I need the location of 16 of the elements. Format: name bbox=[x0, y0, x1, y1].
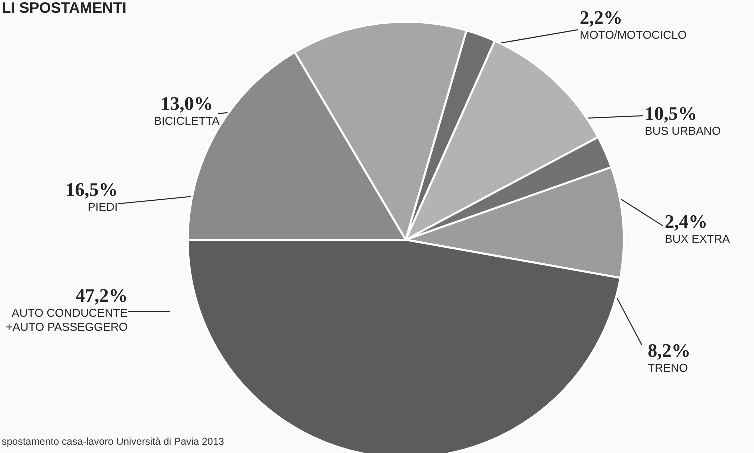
data-label: 16,5% bbox=[66, 180, 118, 201]
slice-label: BICICLETTA bbox=[154, 116, 220, 128]
data-label: 13,0% bbox=[160, 94, 214, 115]
slice-label: BUS URBANO bbox=[645, 126, 722, 138]
slice-label: BUX EXTRA bbox=[665, 234, 731, 246]
slice-label: TRENO bbox=[648, 363, 688, 375]
data-label: 47,2% bbox=[76, 286, 128, 307]
slice-label: MOTO/MOTOCICLO bbox=[580, 30, 687, 42]
data-label: 2,2% bbox=[580, 8, 623, 29]
text: spostamento casa-lavoro Università di Pavia 2013 bbox=[2, 437, 224, 448]
slice-label: PIEDI bbox=[88, 202, 118, 214]
chart-title: LI SPOSTAMENTI bbox=[2, 0, 127, 17]
data-label: 8,2% bbox=[648, 341, 691, 362]
slice-label: AUTO CONDUCENTE +AUTO PASSEGGERO bbox=[6, 308, 128, 334]
data-label: 10,5% bbox=[645, 104, 698, 125]
data-label: 2,4% bbox=[665, 212, 708, 233]
